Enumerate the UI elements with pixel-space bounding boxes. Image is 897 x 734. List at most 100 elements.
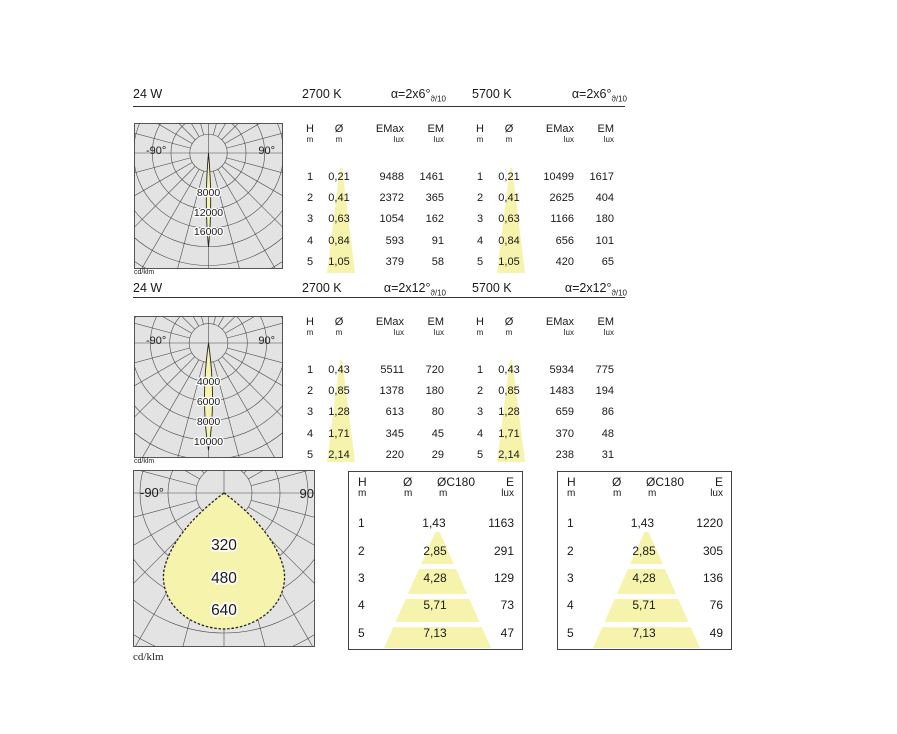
table-cell: 656: [555, 234, 574, 247]
table-row: 3 4,28 136: [558, 564, 731, 591]
table-cell: 1483: [549, 385, 574, 398]
table-cell: 5511: [380, 363, 404, 376]
table-cell: 1,28: [328, 406, 350, 419]
table-cell: 31: [601, 449, 614, 462]
table-cell: 404: [595, 192, 614, 205]
column-unit: m: [404, 488, 413, 499]
table-cell: 0,43: [498, 363, 520, 376]
table-row: 4 0,84 656 101: [471, 230, 614, 251]
table-cell: 0,21: [328, 170, 350, 183]
cone-gap: [586, 594, 708, 599]
column-header: EMax: [375, 316, 404, 328]
table-cell: 9488: [379, 170, 404, 183]
table-cell: 2: [476, 385, 484, 398]
table-cell: 180: [425, 385, 444, 398]
table-cell: 305: [702, 543, 723, 558]
table-row: 2 0,85 1378 180: [301, 380, 444, 401]
table-cell: 0,63: [328, 213, 350, 226]
table-cell: 5: [306, 256, 314, 269]
column-unit: lux: [563, 327, 574, 337]
table-cell: 1054: [379, 213, 404, 226]
table-cell: 1: [306, 170, 314, 183]
table-cell: 659: [555, 406, 574, 419]
cct-label: 5700 K: [472, 87, 512, 101]
table-cell: 2,14: [498, 449, 520, 462]
column-unit: lux: [433, 134, 444, 144]
table-row: 4 5,71 73: [349, 592, 522, 619]
table-cell: 0,85: [328, 385, 350, 398]
angle-label-right: 90: [300, 486, 314, 501]
table-cell: 162: [425, 213, 444, 226]
table-row: 5 2,14 238 31: [471, 445, 614, 466]
angle-label-right: 90°: [258, 145, 275, 157]
column-unit: m: [358, 488, 367, 499]
table-cell: 420: [555, 256, 574, 269]
table-cell: 238: [555, 449, 574, 462]
column-header: EM: [427, 123, 445, 135]
table-cell: 29: [431, 449, 444, 462]
column-header: Ø: [504, 123, 514, 135]
table-cell: 48: [601, 427, 614, 440]
ring-value-label: 8000: [197, 416, 221, 428]
table-cell: 0,41: [498, 192, 520, 205]
table-row: 1 1,43 1163: [349, 510, 522, 537]
table-cell: 1461: [419, 170, 444, 183]
table-row: 1 0,21 9488 1461: [301, 166, 444, 187]
ring-value-label: 320: [211, 537, 237, 554]
column-unit: m: [505, 327, 513, 337]
ring-value-label: 12000: [194, 207, 223, 219]
column-header: Ø: [403, 475, 413, 489]
table-cell: 7,13: [632, 625, 656, 640]
table-cell: 0,63: [498, 213, 520, 226]
table-cell: 4,28: [423, 570, 447, 585]
table-cell: 5: [476, 256, 484, 269]
table-cell: 0,84: [328, 234, 350, 247]
table-cell: 720: [425, 363, 444, 376]
beam-angle-label: α=2x6°ϑ/10: [390, 87, 446, 104]
column-header: H: [476, 123, 484, 135]
table-row: 5 7,13 47: [349, 619, 522, 646]
table-body: 1 1,43 1220 2 2,85 305 3 4,28 136 4 5,71 76 5 7,13 49: [558, 510, 731, 647]
unit-label: cd/klm: [133, 651, 164, 663]
table-cell: 129: [493, 570, 514, 585]
cone-table: H Ø ØC180 E m m m lux 1 1,43 1220 2 2,85 305 3…: [557, 471, 732, 650]
table-row: 4 1,71 345 45: [301, 423, 444, 444]
column-header: EMax: [375, 123, 404, 135]
table-cell: 4: [567, 598, 574, 613]
table-cell: 3: [306, 406, 314, 419]
unit-label: cd/klm: [134, 269, 155, 276]
column-header: H: [567, 475, 576, 489]
cone-gap: [377, 594, 499, 599]
table-cell: 4,28: [632, 570, 656, 585]
table-cell: 76: [709, 598, 723, 613]
table-cell: 194: [595, 385, 614, 398]
table-cell: 5,71: [423, 598, 447, 613]
column-unit: m: [505, 134, 513, 144]
column-unit: m: [476, 134, 484, 144]
table-body: 1 0,43 5934 775 2 0,85 1483 194 3 1,28 659 86 4 1,71 3…: [471, 359, 614, 466]
table-cell: 49: [709, 625, 723, 640]
header-rule: [133, 106, 625, 107]
angle-label-left: -90°: [146, 335, 166, 347]
cone-gap: [377, 622, 499, 627]
table-cell: 2: [476, 192, 484, 205]
table-cell: 45: [431, 427, 444, 440]
angle-label-left: -90°: [146, 145, 166, 157]
column-header: EM: [597, 316, 615, 328]
beam-angle-label: α=2x6°ϑ/10: [571, 87, 627, 104]
ring-value-label: 10000: [194, 436, 223, 448]
table-cell: 3: [358, 570, 365, 585]
table-row: 1 0,43 5934 775: [471, 359, 614, 380]
column-unit: lux: [710, 488, 723, 499]
table-cell: 2: [306, 385, 314, 398]
table-row: 5 1,05 420 65: [471, 252, 614, 273]
table-cell: 1378: [379, 385, 404, 398]
table-row: 2 0,41 2625 404: [471, 187, 614, 208]
table-cell: 0,85: [498, 385, 520, 398]
table-row: 3 1,28 659 86: [471, 402, 614, 423]
table-cell: 1: [358, 516, 365, 531]
